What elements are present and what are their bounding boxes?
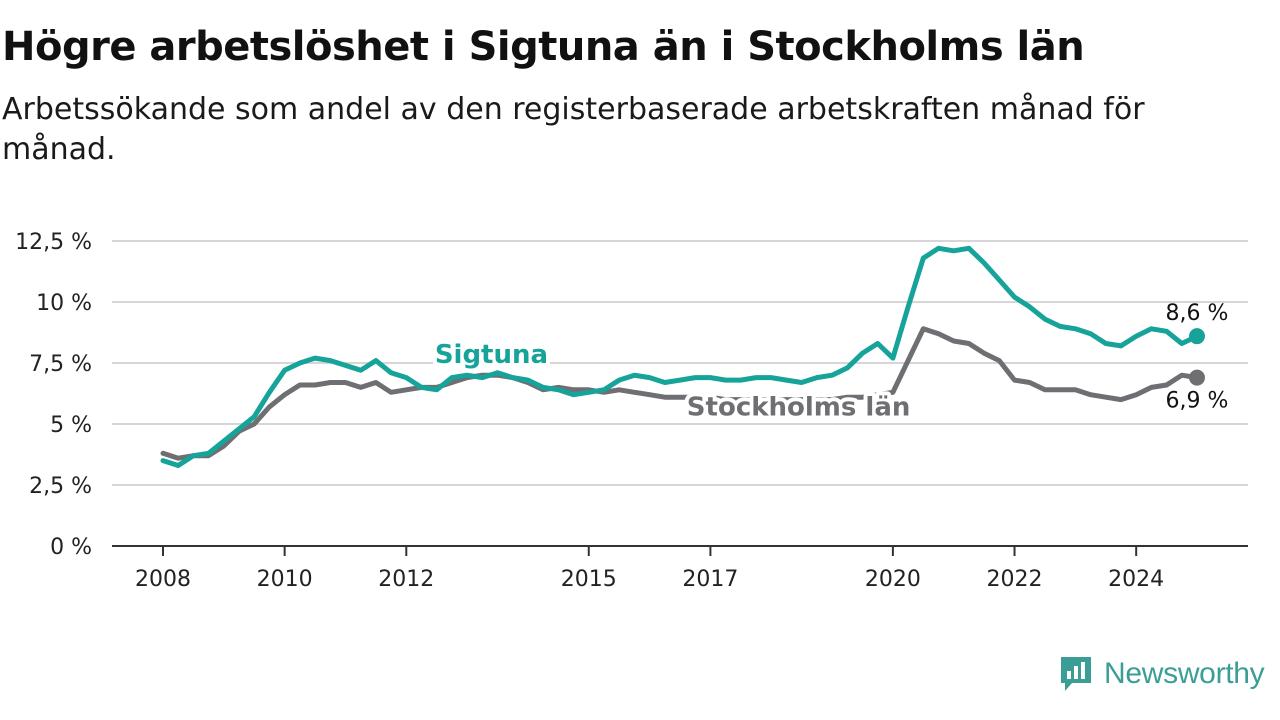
end-markers [1189, 328, 1205, 386]
series-lines [160, 245, 1200, 468]
stockholms-lan-line [160, 326, 1200, 461]
x-tick-label: 2022 [987, 567, 1043, 592]
x-tick-label: 2020 [865, 567, 921, 592]
stockholms-lan-end-label: 6,9 % [1166, 389, 1229, 414]
sigtuna-series-label-halo: Sigtuna [435, 340, 548, 370]
stockholms-lan-end-marker [1189, 369, 1205, 386]
y-tick-label: 5 % [50, 413, 92, 438]
stockholms-lan-series-label-halo: Stockholms län [687, 393, 911, 423]
chart-title: Högre arbetslöshet i Sigtuna än i Stockh… [2, 24, 1085, 70]
grid-lines [112, 240, 1248, 486]
x-tick-label: 2008 [135, 567, 191, 592]
brand-name: Newsworthy [1104, 657, 1265, 690]
sigtuna-line [160, 245, 1200, 468]
newsworthy-brand[interactable]: Newsworthy [1058, 653, 1265, 695]
sigtuna-end-marker [1189, 328, 1205, 345]
y-tick-label: 7,5 % [29, 352, 92, 377]
x-tick-label: 2024 [1108, 567, 1164, 592]
sigtuna-series-label: Sigtuna [435, 340, 548, 370]
y-tick-label: 2,5 % [29, 474, 92, 499]
x-tick-label: 2015 [561, 567, 617, 592]
sigtuna-end-label: 8,6 % [1166, 301, 1229, 326]
x-axis-ticks [162, 546, 1138, 556]
y-tick-label: 12,5 % [15, 230, 92, 255]
y-tick-label: 10 % [36, 291, 92, 316]
x-tick-label: 2017 [682, 567, 738, 592]
line-chart: 0 %2,5 %5 %7,5 %10 %12,5 % 2008 2010 2012 2… [15, 230, 1248, 592]
chart-subtitle: Arbetssökande som andel av den registerb… [2, 92, 1145, 167]
x-tick-label: 2012 [378, 567, 434, 592]
x-tick-label: 2010 [257, 567, 313, 592]
newsworthy-logo-icon [1061, 657, 1091, 691]
y-axis-labels: 0 % 2,5 % 5 % 7,5 % 10 % 12,5 % [15, 230, 92, 560]
x-axis-labels: 2008 2010 2012 2015 2017 2020 2022 2024 [135, 567, 1164, 592]
y-tick-label: 0 % [50, 535, 92, 560]
stockholms-lan-series-label: Stockholms län [687, 393, 911, 423]
